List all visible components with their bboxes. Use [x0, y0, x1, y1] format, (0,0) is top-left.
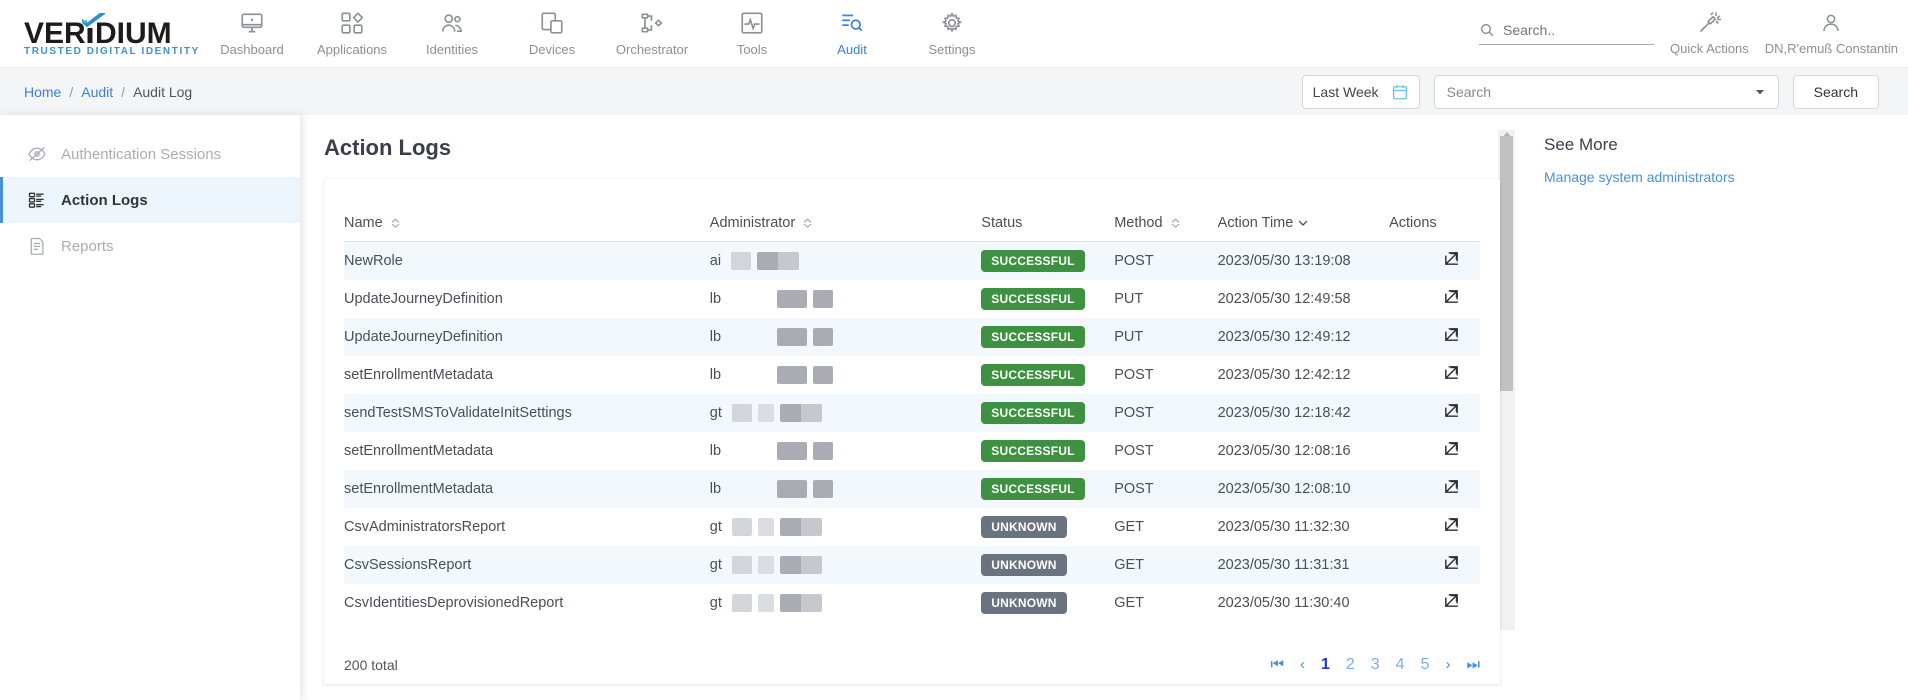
svg-text:TRUSTED DIGITAL IDENTITY: TRUSTED DIGITAL IDENTITY [24, 46, 200, 55]
